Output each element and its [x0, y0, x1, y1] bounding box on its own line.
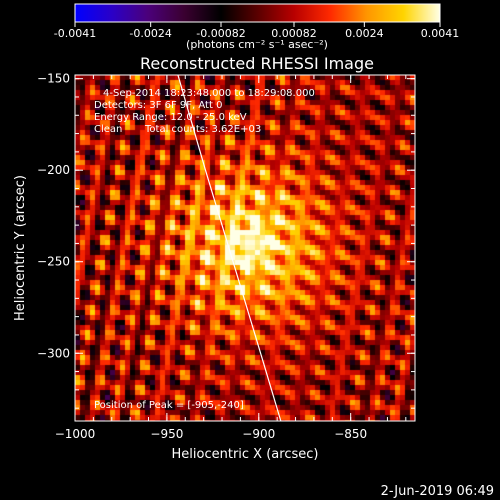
y-axis-title: Heliocentric Y (arcsec)	[13, 175, 28, 321]
y-tick-label: −300	[37, 346, 70, 360]
annotation-detectors: Detectors: 3F 6F 9F, Att 0	[94, 100, 222, 111]
colorbar-tick-label: 0.0041	[421, 27, 460, 40]
x-tick-label: −900	[242, 427, 275, 441]
colorbar-tick-label: 0.0024	[345, 27, 384, 40]
colorbar-tick-label: -0.0024	[129, 27, 171, 40]
plot-title: Reconstructed RHESSI Image	[140, 54, 374, 73]
y-tick-label: −150	[37, 72, 70, 86]
colorbar-ticks: -0.0041 -0.0024 -0.00082 0.00082 0.0024 0.004…	[54, 22, 459, 40]
annotation-time-range: 4-Sep-2014 18:23:48.000 to 18:29:08.000	[103, 88, 315, 99]
footer-timestamp: 2-Jun-2019 06:49	[381, 484, 494, 499]
x-tick-label: −1000	[55, 427, 96, 441]
annotation-total-counts: Total counts: 3.62E+03	[144, 124, 261, 135]
colorbar-tick-label: 0.00082	[271, 27, 317, 40]
annotation-method: Clean	[94, 124, 122, 135]
plot-frame	[74, 74, 416, 422]
colorbar: -0.0041 -0.0024 -0.00082 0.00082 0.0024 0.004…	[54, 3, 459, 51]
heatmap-image	[75, 75, 415, 421]
colorbar-tick-label: -0.00082	[196, 27, 245, 40]
colorbar-units-label: (photons cm⁻² s⁻¹ asec⁻²)	[186, 38, 328, 51]
colorbar-gradient	[74, 3, 441, 23]
solar-limb-line	[177, 75, 282, 421]
colorbar-tick-label: -0.0041	[54, 27, 96, 40]
x-axis-title: Heliocentric X (arcsec)	[172, 447, 319, 462]
x-tick-label: −850	[334, 427, 367, 441]
plot-area: −1000 −950 −900 −850 −150 −200 −250 −300 4-Sep-…	[37, 72, 416, 441]
x-tick-label: −950	[150, 427, 183, 441]
y-tick-label: −250	[37, 255, 70, 269]
annotation-energy-range: Energy Range: 12.0 - 25.0 keV	[94, 112, 247, 123]
axis-ticks: −1000 −950 −900 −850 −150 −200 −250 −300	[37, 72, 415, 441]
annotation-peak-position: Position of Peak = [-905,-240]	[94, 400, 244, 411]
y-tick-label: −200	[37, 163, 70, 177]
